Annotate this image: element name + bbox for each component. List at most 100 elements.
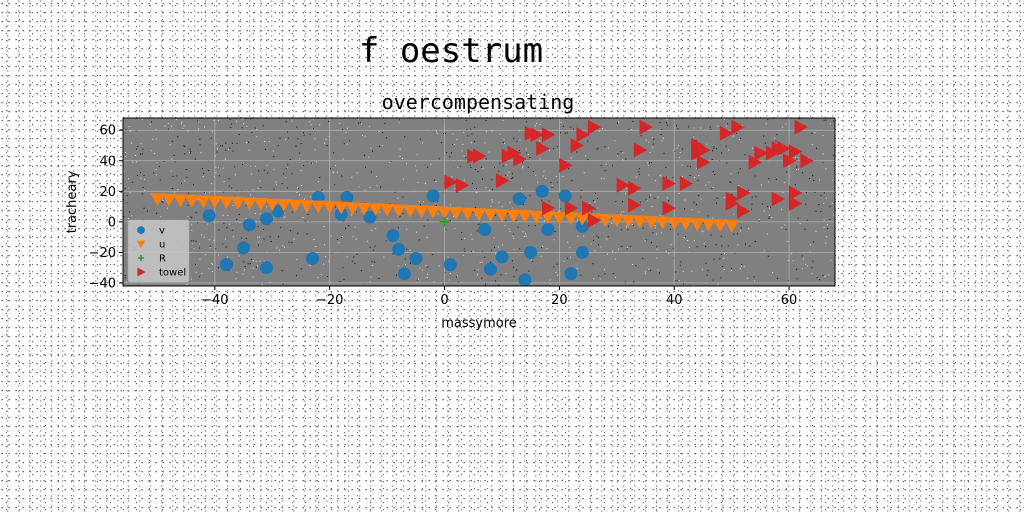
noise-speck [828, 274, 830, 276]
noise-speck [545, 177, 547, 179]
noise-speck [285, 121, 287, 123]
noise-speck [333, 152, 335, 154]
noise-speck [363, 154, 365, 156]
noise-speck [519, 150, 520, 152]
noise-speck [177, 136, 179, 138]
noise-speck [228, 223, 230, 225]
noise-speck [438, 158, 440, 160]
noise-speck [626, 226, 627, 228]
legend-label-u: u [159, 240, 165, 251]
noise-speck [423, 201, 425, 203]
noise-speck [723, 253, 725, 254]
noise-speck [594, 192, 596, 194]
noise-speck [482, 168, 484, 170]
noise-speck [738, 185, 740, 187]
noise-speck [259, 213, 261, 215]
noise-speck [399, 148, 401, 150]
noise-speck [304, 198, 305, 200]
noise-speck [144, 190, 146, 191]
noise-speck [628, 128, 630, 130]
data-point-u [621, 215, 636, 228]
noise-speck [528, 270, 530, 272]
noise-speck [799, 222, 801, 224]
noise-speck [422, 142, 424, 144]
noise-speck [644, 273, 646, 275]
noise-speck [631, 129, 633, 130]
noise-speck [161, 197, 163, 199]
noise-speck [352, 235, 354, 237]
noise-speck [295, 145, 297, 147]
noise-speck [661, 129, 663, 131]
noise-speck [222, 145, 224, 147]
noise-speck [250, 194, 251, 196]
noise-speck [571, 179, 573, 181]
noise-speck [792, 260, 794, 262]
noise-speck [402, 213, 404, 215]
noise-speck [269, 281, 271, 283]
noise-speck [256, 136, 258, 138]
noise-speck [501, 244, 503, 246]
noise-speck [465, 157, 467, 159]
series-R [439, 216, 450, 227]
noise-speck [615, 276, 616, 278]
noise-speck [140, 172, 142, 173]
noise-speck [700, 198, 702, 200]
x-tick-label: −20 [316, 293, 343, 308]
noise-speck [462, 143, 464, 145]
noise-speck [511, 178, 513, 179]
noise-speck [702, 222, 704, 224]
noise-speck [186, 176, 188, 178]
noise-speck [663, 152, 665, 154]
noise-speck [269, 236, 271, 238]
noise-speck [160, 216, 162, 218]
data-point-v [271, 204, 285, 218]
noise-speck [256, 129, 258, 130]
noise-speck [829, 219, 831, 220]
x-tick-label: 0 [440, 293, 448, 308]
noise-speck [191, 229, 193, 231]
noise-speck [239, 221, 241, 223]
noise-speck [537, 181, 539, 183]
x-tick-label: 40 [666, 293, 683, 308]
noise-speck [502, 119, 504, 121]
noise-speck [279, 137, 281, 139]
noise-speck [454, 227, 456, 229]
noise-speck [743, 266, 745, 268]
noise-speck [556, 182, 558, 184]
noise-speck [661, 140, 663, 142]
noise-speck [232, 205, 234, 206]
noise-speck [419, 267, 421, 269]
noise-speck [339, 122, 341, 124]
noise-speck [423, 225, 425, 227]
noise-speck [346, 143, 348, 145]
noise-speck [337, 171, 338, 173]
noise-speck [829, 123, 831, 125]
noise-speck [797, 157, 799, 159]
noise-speck [645, 271, 646, 273]
noise-speck [376, 175, 377, 177]
noise-speck [236, 190, 238, 192]
noise-speck [232, 150, 234, 152]
noise-speck [675, 271, 677, 273]
noise-speck [224, 238, 226, 240]
noise-speck [580, 274, 582, 276]
x-tick-label: 20 [551, 293, 568, 308]
noise-speck [418, 239, 420, 241]
noise-speck [360, 270, 362, 272]
noise-speck [790, 253, 792, 255]
noise-speck [171, 125, 173, 127]
noise-speck [657, 196, 659, 198]
legend-box [127, 219, 190, 283]
noise-speck [349, 140, 350, 142]
noise-speck [638, 168, 640, 170]
noise-speck [211, 183, 213, 185]
noise-speck [824, 276, 826, 278]
noise-speck [473, 269, 475, 271]
noise-speck [592, 263, 594, 265]
noise-speck [711, 187, 713, 189]
noise-speck [232, 236, 234, 238]
noise-speck [798, 118, 800, 120]
legend-label-R: R [159, 254, 166, 265]
data-point-towel [541, 127, 556, 143]
x-axis: −40 −20 0 20 40 60 [201, 286, 797, 308]
